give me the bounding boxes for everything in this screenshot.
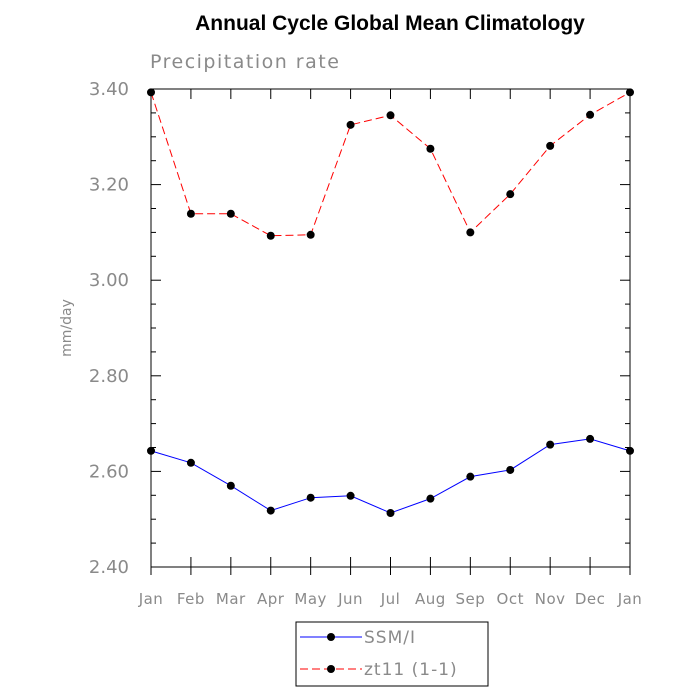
series-1-point bbox=[306, 493, 315, 502]
legend-marker-1 bbox=[327, 633, 335, 641]
series-1-point bbox=[506, 465, 515, 474]
series-2-point bbox=[346, 120, 355, 129]
y-tick-label: 2.40 bbox=[89, 557, 129, 578]
series-2-point bbox=[466, 228, 475, 237]
y-tick-label: 2.80 bbox=[89, 366, 129, 387]
legend-label-2: zt11 (1-1) bbox=[364, 660, 458, 680]
x-tick-label: Jan bbox=[138, 590, 164, 608]
legend-label-1: SSM/I bbox=[364, 628, 416, 648]
y-tick-label: 3.40 bbox=[89, 79, 129, 100]
series-1-point bbox=[186, 458, 195, 467]
x-tick-label: Apr bbox=[257, 590, 285, 608]
series-2-point bbox=[386, 111, 395, 120]
plot-area: 2.40 2.60 2.80 3.00 3.20 3.40 Jan Feb Mar Apr May J… bbox=[89, 79, 642, 608]
series-2-point bbox=[426, 144, 435, 153]
legend: SSM/I zt11 (1-1) bbox=[295, 621, 489, 687]
x-tick-label: Oct bbox=[497, 590, 524, 608]
series-2-point bbox=[147, 88, 155, 97]
y-axis-label: mm/day bbox=[59, 299, 75, 357]
series-2-point bbox=[306, 230, 315, 239]
series-1-point bbox=[546, 440, 555, 449]
series-2-point bbox=[266, 231, 275, 240]
series-2-point bbox=[546, 141, 555, 150]
series-1-point bbox=[147, 446, 155, 455]
series-1-point bbox=[626, 446, 634, 455]
series-1-point bbox=[226, 481, 235, 490]
chart-subtitle: Precipitation rate bbox=[150, 51, 340, 73]
series-1-point bbox=[346, 491, 355, 500]
x-tick-label: Jun bbox=[337, 590, 363, 608]
series-1-point bbox=[426, 494, 435, 503]
x-tick-label: Dec bbox=[575, 590, 606, 608]
series-1-point bbox=[586, 434, 595, 443]
x-tick-label: Nov bbox=[535, 590, 566, 608]
x-tick-label: Jul bbox=[380, 590, 401, 608]
x-tick-label: Sep bbox=[455, 590, 485, 608]
series-2-point bbox=[506, 190, 515, 199]
series-2-point bbox=[626, 88, 634, 97]
legend-box bbox=[295, 621, 489, 687]
series-1-point bbox=[266, 506, 275, 515]
x-tick-label: Jan bbox=[617, 590, 643, 608]
series-2-point bbox=[586, 110, 595, 119]
series-1-point bbox=[466, 472, 475, 481]
series-1-point bbox=[386, 508, 395, 517]
series-2-point bbox=[226, 209, 235, 218]
x-tick-label: May bbox=[294, 590, 327, 608]
plot-frame bbox=[150, 88, 631, 568]
legend-marker-2 bbox=[327, 665, 335, 673]
x-tick-label: Feb bbox=[177, 590, 205, 608]
chart-title: Annual Cycle Global Mean Climatology bbox=[195, 12, 585, 35]
x-tick-label: Aug bbox=[415, 590, 446, 608]
series-2-point bbox=[186, 209, 195, 218]
series-line-1 bbox=[150, 438, 631, 514]
y-tick-label: 3.00 bbox=[89, 270, 129, 291]
y-tick-label: 2.60 bbox=[89, 461, 129, 482]
x-tick-label: Mar bbox=[216, 590, 246, 608]
y-tick-label: 3.20 bbox=[89, 175, 129, 196]
